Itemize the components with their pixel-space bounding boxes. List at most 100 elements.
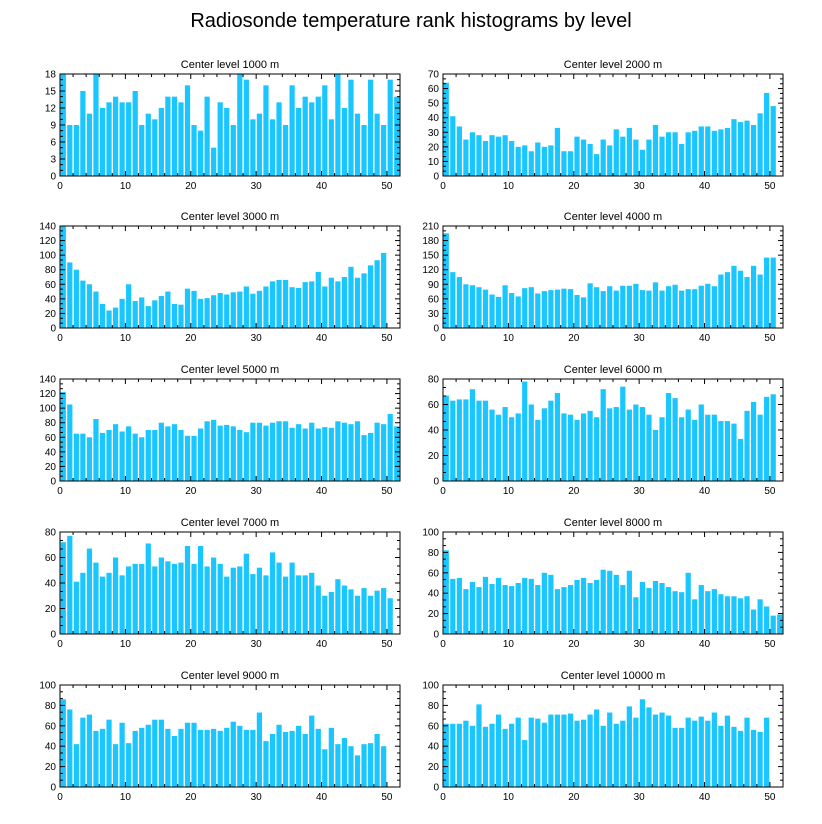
histogram-bar xyxy=(574,720,580,787)
y-tick-label: 40 xyxy=(45,579,57,590)
y-tick-label: 20 xyxy=(428,451,440,462)
histogram-bar xyxy=(679,592,685,634)
histogram-bar xyxy=(548,714,554,787)
histogram-bar xyxy=(86,284,93,328)
x-tick-label: 40 xyxy=(316,639,328,650)
histogram-bar xyxy=(354,595,361,634)
histogram-bar xyxy=(158,557,164,634)
y-tick-label: 120 xyxy=(39,236,56,247)
histogram-bar xyxy=(191,435,197,481)
histogram-bar xyxy=(276,102,282,176)
histogram-bar xyxy=(60,699,66,787)
histogram-bar xyxy=(387,79,393,176)
histogram-bar xyxy=(211,147,217,176)
y-tick-label: 60 xyxy=(428,294,440,305)
histogram-bar xyxy=(685,572,691,634)
histogram-bar xyxy=(217,425,223,481)
x-tick-label: 50 xyxy=(381,333,393,344)
histogram-bar xyxy=(515,146,521,176)
histogram-bar xyxy=(80,717,86,787)
histogram-bar xyxy=(685,289,691,328)
histogram-bar xyxy=(750,729,757,787)
histogram-bar xyxy=(443,233,449,328)
x-tick-label: 30 xyxy=(634,181,646,192)
histogram-bar xyxy=(126,102,132,176)
histogram-bar xyxy=(263,575,269,634)
histogram-bar xyxy=(93,419,99,481)
histogram-bar xyxy=(567,289,574,328)
histogram-bar xyxy=(315,96,321,176)
histogram-bar xyxy=(230,567,236,634)
histogram-bar xyxy=(296,575,302,634)
histogram-bar xyxy=(744,717,750,787)
x-tick-label: 30 xyxy=(634,639,646,650)
histogram-bar xyxy=(587,583,593,634)
histogram-bar xyxy=(482,400,489,481)
y-tick-label: 0 xyxy=(50,324,56,335)
histogram-bar xyxy=(548,400,554,481)
histogram-bar xyxy=(561,587,567,634)
histogram-bar xyxy=(224,108,230,176)
y-tick-label: 10 xyxy=(428,157,440,168)
histogram-bar xyxy=(679,143,685,176)
histogram-bar xyxy=(145,430,151,481)
x-tick-label: 0 xyxy=(440,792,446,803)
histogram-bar xyxy=(237,291,243,328)
histogram-bar xyxy=(119,298,125,328)
histogram-bar xyxy=(328,277,334,328)
histogram-bar xyxy=(315,728,321,787)
panel-title: Center level 4000 m xyxy=(564,211,662,223)
histogram-bar xyxy=(554,714,561,787)
histogram-bar xyxy=(132,301,138,328)
histogram-bar xyxy=(750,125,757,176)
histogram-bar xyxy=(132,91,138,176)
histogram-bar xyxy=(184,85,191,176)
histogram-bar xyxy=(613,290,619,328)
histogram-bar xyxy=(289,427,295,481)
histogram-bar xyxy=(554,393,561,481)
y-tick-label: 20 xyxy=(45,462,57,473)
y-tick-label: 12 xyxy=(45,104,57,115)
x-tick-label: 10 xyxy=(503,181,515,192)
histogram-bar xyxy=(580,413,587,481)
histogram-bar xyxy=(620,285,626,328)
x-tick-label: 30 xyxy=(634,333,646,344)
histogram-bar xyxy=(328,427,334,481)
histogram-bar xyxy=(119,431,125,481)
histogram-bar xyxy=(282,731,289,787)
histogram-bar xyxy=(367,265,374,328)
x-tick-label: 20 xyxy=(568,333,580,344)
histogram-bar xyxy=(322,595,328,634)
histogram-bar xyxy=(230,426,236,481)
histogram-bar xyxy=(482,289,489,328)
histogram-bar xyxy=(152,300,158,328)
y-tick-label: 0 xyxy=(50,630,56,641)
histogram-bar xyxy=(171,563,178,635)
x-tick-label: 20 xyxy=(568,639,580,650)
histogram-bar xyxy=(80,91,86,176)
histogram-bar xyxy=(554,127,561,176)
histogram-bar xyxy=(456,723,462,787)
histogram-bar xyxy=(633,283,639,328)
panel-title: Center level 9000 m xyxy=(181,670,279,682)
histogram-bar xyxy=(80,280,86,328)
x-tick-label: 0 xyxy=(440,181,446,192)
histogram-bar xyxy=(296,108,302,176)
histogram-bar xyxy=(489,135,495,176)
panel-title: Center level 10000 m xyxy=(561,670,666,682)
histogram-bar xyxy=(554,289,561,328)
y-tick-label: 40 xyxy=(45,447,57,458)
y-tick-label: 20 xyxy=(45,604,57,615)
histogram-bar xyxy=(528,287,534,328)
y-tick-label: 100 xyxy=(39,681,56,692)
histogram-bar xyxy=(744,596,750,634)
histogram-bar xyxy=(665,132,672,176)
histogram-bar xyxy=(361,435,367,481)
histogram-bar xyxy=(263,741,269,787)
histogram-bar xyxy=(443,82,449,176)
histogram-bar xyxy=(463,284,469,328)
histogram-bar xyxy=(489,723,495,787)
histogram-bar xyxy=(600,139,606,176)
histogram-bar xyxy=(750,609,757,634)
histogram-bar xyxy=(184,722,191,787)
